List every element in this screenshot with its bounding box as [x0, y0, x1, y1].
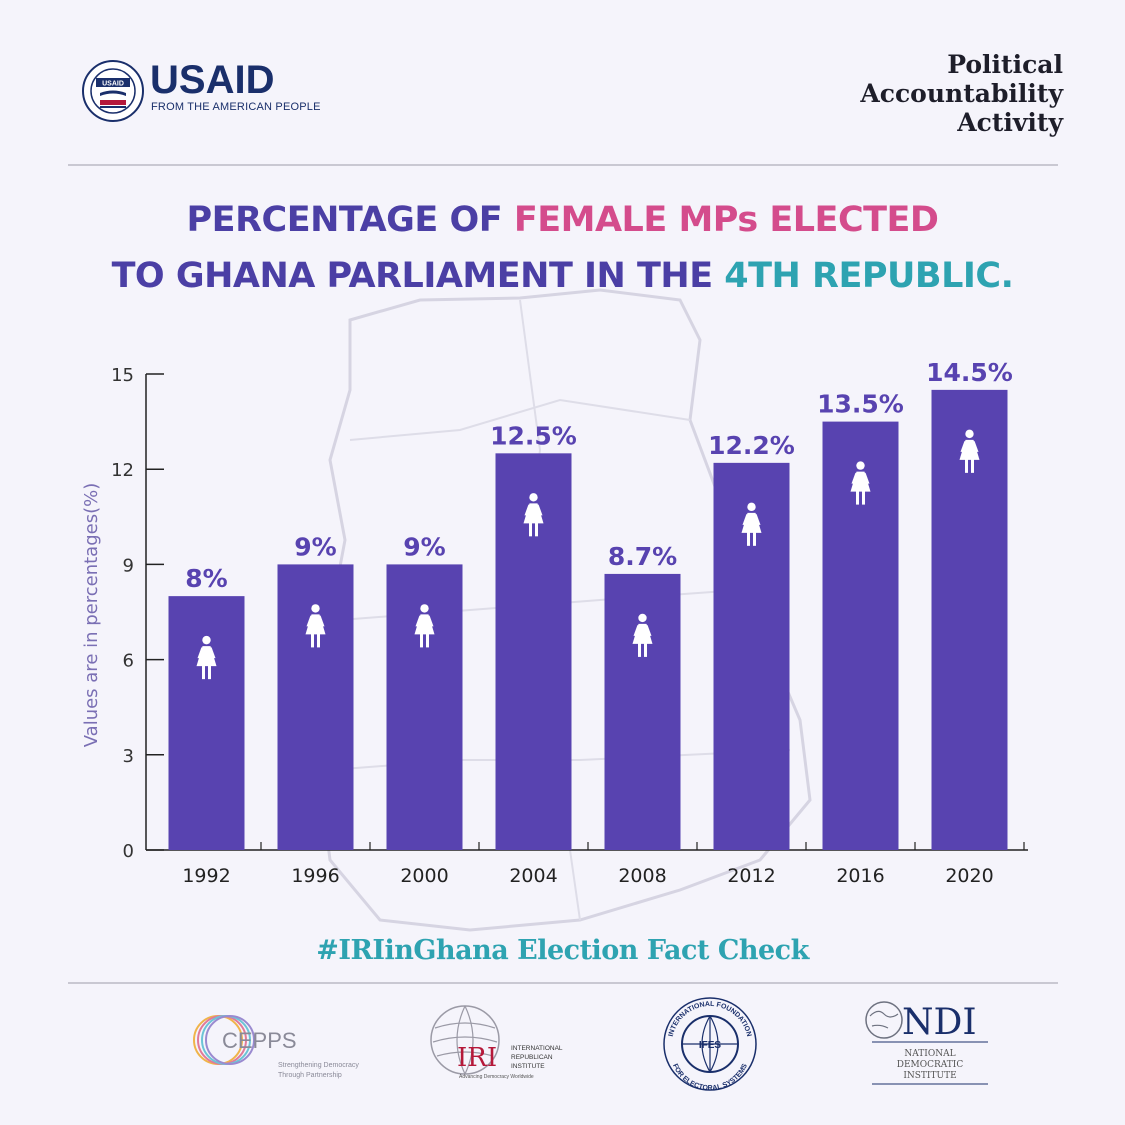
hashtag: #IRIinGhana Election Fact Check — [316, 935, 809, 966]
x-tick-label: 2020 — [945, 865, 993, 887]
activity-line-1: Political — [947, 50, 1063, 79]
usaid-seal-logo: USAID — [82, 60, 144, 122]
header-divider — [68, 164, 1058, 166]
female-figure-icon — [196, 635, 217, 680]
usaid-seal-text: USAID — [102, 81, 124, 88]
iri-logo: IRI INTERNATIONAL REPUBLICAN INSTITUTE A… — [430, 1005, 563, 1080]
ndi-line-3: INSTITUTE — [903, 1071, 956, 1081]
cepps-tagline-2: Through Partnership — [278, 1072, 342, 1079]
iri-tagline: Advancing Democracy Worldwide — [459, 1074, 534, 1080]
female-figure-icon — [741, 502, 762, 546]
y-tick-label: 15 — [111, 365, 134, 386]
title-part-3: TO GHANA PARLIAMENT IN THE — [111, 256, 725, 296]
bar-value-label: 12.2% — [708, 431, 795, 460]
ifes-mark: IFES — [699, 1040, 722, 1051]
x-tick-label: 1996 — [291, 865, 339, 887]
chart-title-line-1: PERCENTAGE OF FEMALE MPs ELECTED — [0, 192, 1125, 248]
usaid-word: USAID — [150, 58, 275, 102]
female-figure-icon — [632, 613, 653, 657]
usaid-wordmark: USAID — [150, 58, 274, 102]
ifes-logo: INTERNATIONAL FOUNDATION FOR ELECTORAL S… — [663, 997, 757, 1092]
bar-value-label: 13.5% — [817, 390, 904, 419]
ndi-mark: NDI — [902, 1002, 977, 1043]
female-figure-icon — [959, 429, 980, 473]
title-part-1: PERCENTAGE OF — [186, 200, 514, 240]
bar — [168, 596, 245, 850]
bar — [931, 389, 1008, 850]
female-figure-icon — [305, 604, 326, 648]
y-tick-label: 0 — [123, 841, 134, 862]
ndi-line-2: DEMOCRATIC — [897, 1060, 964, 1070]
activity-name: Political Accountability Activity — [803, 50, 1063, 137]
x-tick-label: 2012 — [727, 865, 775, 887]
bar-value-label: 9% — [403, 532, 445, 561]
female-figure-icon — [523, 493, 544, 537]
footer-divider — [68, 982, 1058, 984]
ndi-line-1: NATIONAL — [904, 1049, 955, 1059]
usaid-tagline: FROM THE AMERICAN PEOPLE — [151, 101, 321, 113]
title-part-4: 4TH REPUBLIC. — [724, 256, 1014, 296]
y-tick-label: 12 — [111, 460, 134, 481]
activity-line-2: Accountability — [860, 79, 1063, 108]
iri-line-2: REPUBLICAN — [511, 1054, 553, 1061]
y-tick-label: 6 — [123, 651, 134, 672]
x-tick-label: 2000 — [400, 865, 448, 887]
x-tick-label: 1992 — [182, 865, 230, 887]
iri-mark: IRI — [457, 1043, 497, 1073]
bar-value-label: 8.7% — [608, 542, 677, 571]
cepps-name: CEPPS — [222, 1028, 297, 1053]
female-figure-icon — [850, 461, 871, 505]
female-figure-icon — [414, 604, 435, 648]
x-tick-label: 2008 — [618, 865, 666, 887]
y-tick-label: 3 — [123, 746, 134, 767]
bar-value-label: 9% — [294, 532, 336, 561]
cepps-logo: CEPPS Strengthening Democracy Through Pa… — [193, 1015, 359, 1079]
y-tick-label: 9 — [123, 555, 134, 576]
iri-line-3: INSTITUTE — [511, 1063, 545, 1070]
title-part-2: FEMALE MPs ELECTED — [513, 200, 939, 240]
cepps-tagline-1: Strengthening Democracy — [278, 1062, 359, 1069]
activity-line-3: Activity — [957, 108, 1063, 137]
iri-line-1: INTERNATIONAL — [511, 1045, 563, 1052]
bar-value-label: 14.5% — [926, 358, 1013, 387]
chart-title-line-2: TO GHANA PARLIAMENT IN THE 4TH REPUBLIC. — [0, 248, 1125, 304]
ndi-logo: NDI NATIONAL DEMOCRATIC INSTITUTE — [865, 1001, 988, 1085]
x-tick-label: 2016 — [836, 865, 884, 887]
x-tick-label: 2004 — [509, 865, 557, 887]
bar-value-label: 12.5% — [490, 421, 577, 450]
y-axis-label: Values are in percentages(%) — [81, 483, 102, 748]
bar — [822, 421, 899, 850]
bar-value-label: 8% — [185, 564, 227, 593]
